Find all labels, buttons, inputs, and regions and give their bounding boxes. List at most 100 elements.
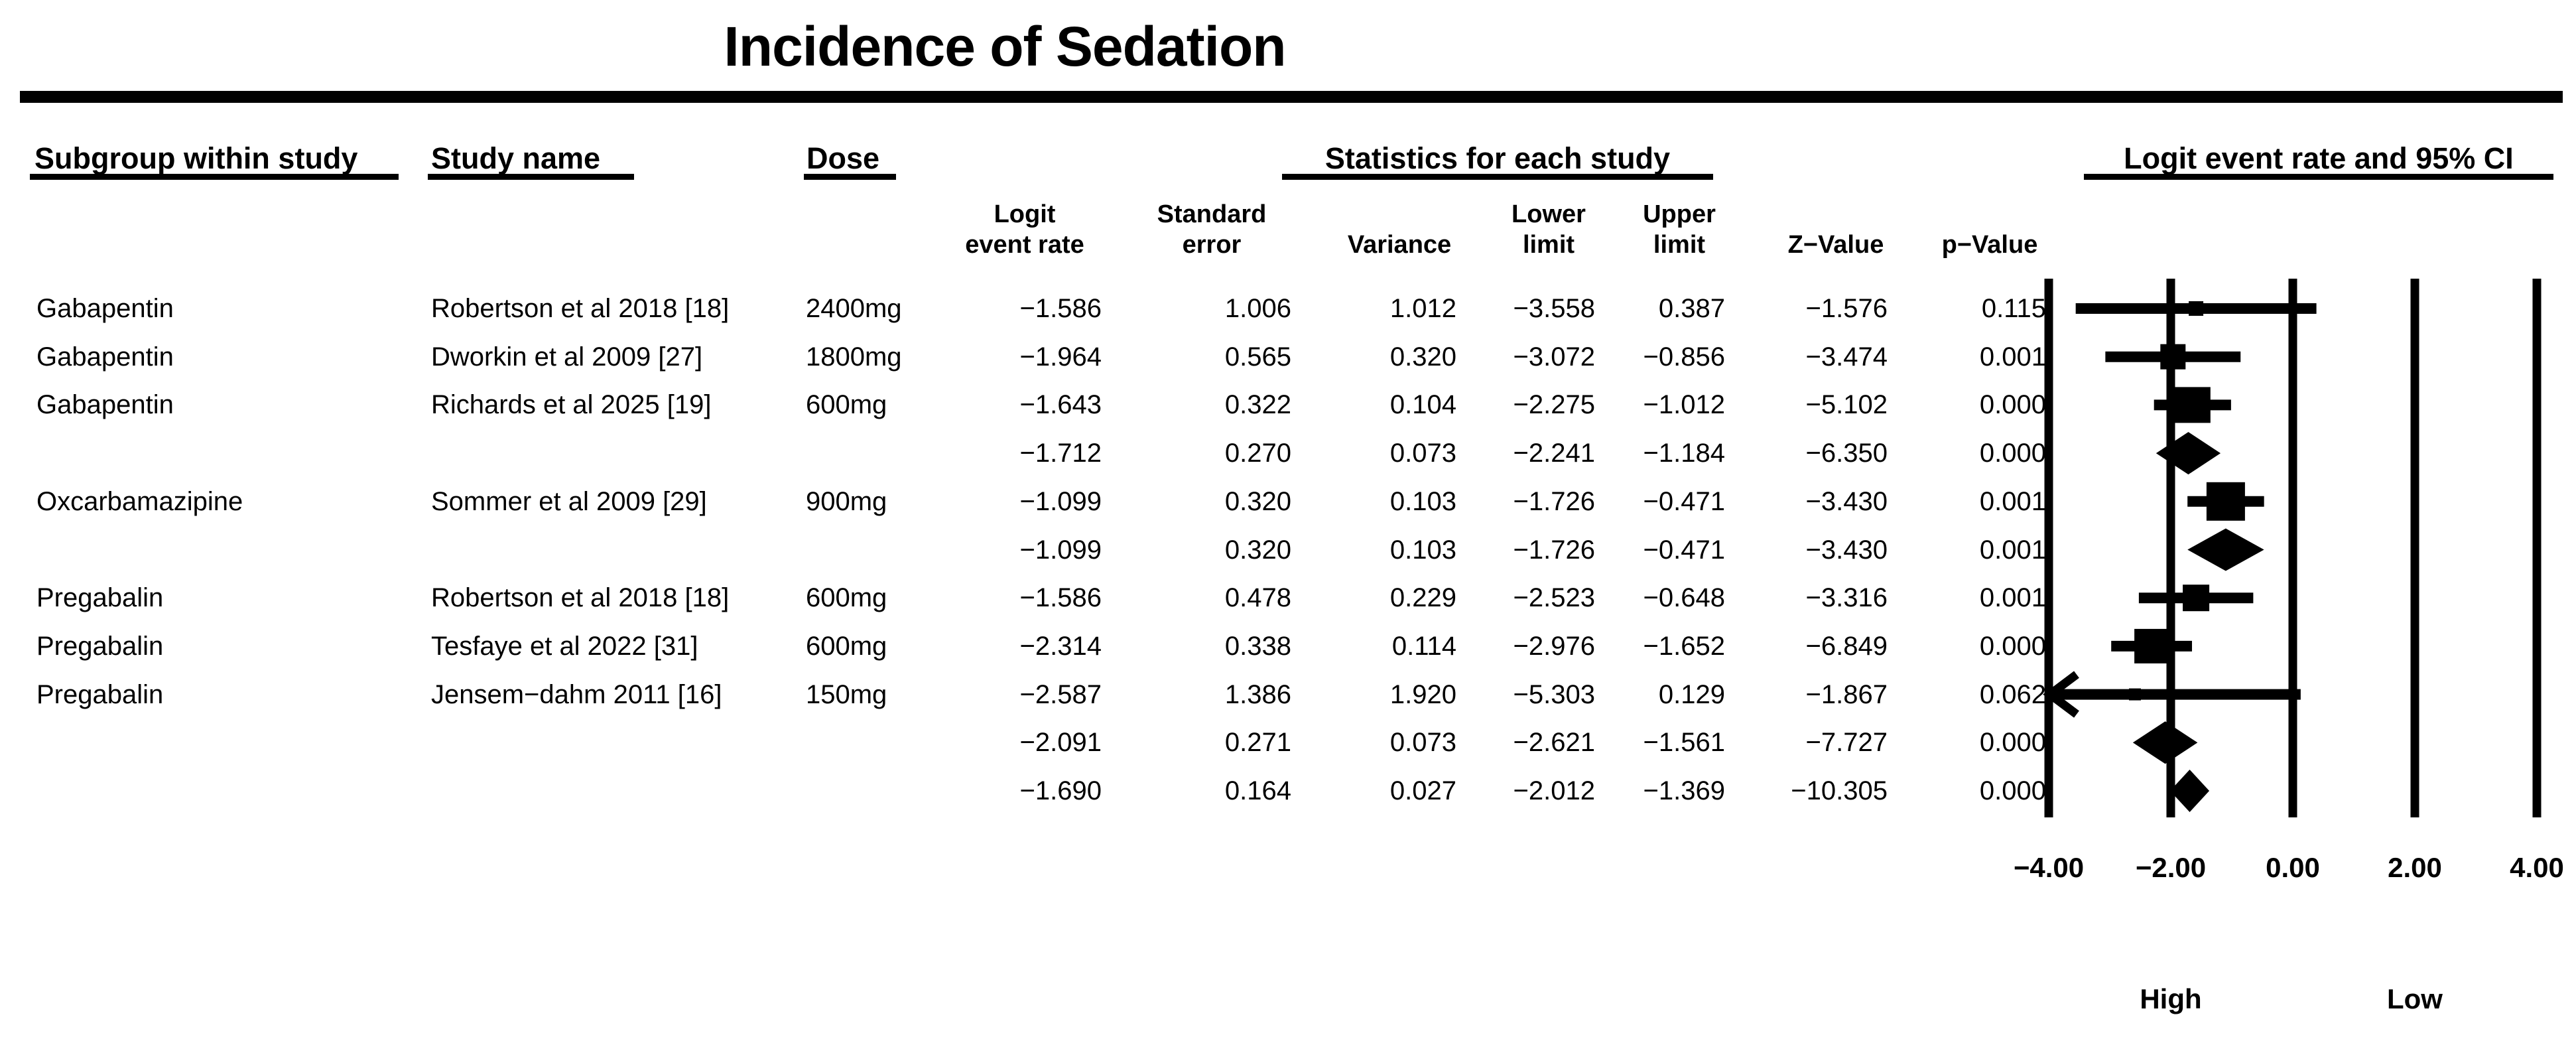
- underline-subgroup: [30, 174, 399, 180]
- stat-header-z-value: Z−Value: [1787, 231, 1884, 259]
- point-estimate-square: [2183, 585, 2210, 612]
- cell-variance: 0.103: [1389, 535, 1456, 565]
- cell-p-value: 0.001: [1979, 535, 2046, 565]
- cell-study-name: Dworkin et al 2009 [27]: [431, 342, 703, 372]
- summary-diamond: [2187, 528, 2264, 571]
- cell-logit-event-rate: −1.643: [1019, 390, 1102, 420]
- cell-z-value: −1.576: [1805, 294, 1888, 323]
- cell-p-value: 0.000: [1979, 390, 2046, 420]
- column-header-statistics: Statistics for each study: [1324, 141, 1671, 175]
- cell-logit-event-rate: −1.964: [1019, 342, 1102, 372]
- cell-upper-limit: −1.184: [1643, 439, 1725, 468]
- ci-clip-arrow-icon: [2043, 671, 2079, 718]
- summary-diamond: [2156, 432, 2221, 475]
- cell-upper-limit: −1.561: [1643, 728, 1725, 758]
- cell-standard-error: 1.386: [1224, 679, 1291, 709]
- column-header-study: Study name: [431, 141, 601, 175]
- cell-logit-event-rate: −1.690: [1019, 776, 1102, 805]
- point-estimate-square: [2206, 482, 2245, 521]
- cell-subgroup: Oxcarbamazipine: [36, 486, 243, 516]
- point-estimate-square: [2189, 301, 2204, 316]
- cell-p-value: 0.001: [1979, 486, 2046, 516]
- cell-upper-limit: 0.129: [1658, 679, 1725, 709]
- cell-standard-error: 0.320: [1224, 535, 1291, 565]
- cell-variance: 0.027: [1389, 776, 1456, 805]
- cell-study-name: Richards et al 2025 [19]: [431, 390, 712, 420]
- cell-dose: 600mg: [806, 583, 887, 613]
- cell-variance: 1.920: [1389, 679, 1456, 709]
- stat-header-p-value: p−Value: [1941, 231, 2038, 259]
- cell-z-value: −6.849: [1805, 631, 1888, 661]
- axis-label-high: High: [2140, 983, 2201, 1014]
- cell-logit-event-rate: −1.712: [1019, 439, 1102, 468]
- point-estimate-square: [2134, 628, 2169, 663]
- summary-diamond: [2169, 770, 2210, 812]
- cell-dose: 600mg: [806, 631, 887, 661]
- cell-z-value: −5.102: [1805, 390, 1888, 420]
- cell-upper-limit: −0.648: [1643, 583, 1725, 613]
- cell-variance: 0.320: [1389, 342, 1456, 372]
- cell-study-name: Tesfaye et al 2022 [31]: [431, 631, 698, 661]
- cell-variance: 0.073: [1389, 728, 1456, 758]
- cell-p-value: 0.000: [1979, 776, 2046, 805]
- cell-subgroup: Pregabalin: [36, 679, 164, 709]
- cell-subgroup: Gabapentin: [36, 294, 174, 323]
- cell-lower-limit: −5.303: [1513, 679, 1595, 709]
- page-title: Incidence of Sedation: [724, 15, 1286, 78]
- axis-tick-label: 0.00: [2266, 852, 2320, 883]
- cell-standard-error: 0.320: [1224, 486, 1291, 516]
- cell-standard-error: 0.565: [1224, 342, 1291, 372]
- cell-lower-limit: −2.241: [1513, 439, 1595, 468]
- cell-standard-error: 0.271: [1224, 728, 1291, 758]
- cell-variance: 0.073: [1389, 439, 1456, 468]
- cell-upper-limit: −1.369: [1643, 776, 1725, 805]
- cell-standard-error: 0.270: [1224, 439, 1291, 468]
- cell-z-value: −3.430: [1805, 535, 1888, 565]
- cell-study-name: Robertson et al 2018 [18]: [431, 294, 730, 323]
- underline-ci-plot: [2084, 174, 2553, 180]
- cell-z-value: −3.316: [1805, 583, 1888, 613]
- cell-lower-limit: −2.523: [1513, 583, 1595, 613]
- stat-header-logit-event-rate: Logit event rate: [965, 200, 1084, 259]
- cell-variance: 0.114: [1391, 631, 1456, 661]
- cell-logit-event-rate: −1.099: [1019, 535, 1102, 565]
- cell-standard-error: 0.478: [1224, 583, 1291, 613]
- cell-study-name: Robertson et al 2018 [18]: [431, 583, 730, 613]
- cell-p-value: 0.115: [1981, 294, 2046, 323]
- cell-dose: 1800mg: [806, 342, 902, 372]
- cell-upper-limit: −0.856: [1643, 342, 1725, 372]
- cell-z-value: −10.305: [1791, 776, 1888, 805]
- cell-p-value: 0.001: [1979, 342, 2046, 372]
- cell-upper-limit: −0.471: [1643, 486, 1725, 516]
- cell-upper-limit: −0.471: [1643, 535, 1725, 565]
- cell-variance: 1.012: [1389, 294, 1456, 323]
- cell-z-value: −7.727: [1805, 728, 1888, 758]
- cell-subgroup: Pregabalin: [36, 631, 164, 661]
- cell-dose: 2400mg: [806, 294, 902, 323]
- cell-study-name: Sommer et al 2009 [29]: [431, 486, 707, 516]
- underline-statistics: [1282, 174, 1713, 180]
- cell-lower-limit: −2.976: [1513, 631, 1595, 661]
- cell-z-value: −3.430: [1805, 486, 1888, 516]
- cell-logit-event-rate: −1.099: [1019, 486, 1102, 516]
- cell-subgroup: Gabapentin: [36, 342, 174, 372]
- axis-tick-label: −4.00: [2014, 852, 2084, 883]
- cell-p-value: 0.000: [1979, 728, 2046, 758]
- cell-dose: 900mg: [806, 486, 887, 516]
- axis-tick-label: 2.00: [2388, 852, 2442, 883]
- cell-dose: 600mg: [806, 390, 887, 420]
- column-header-subgroup: Subgroup within study: [34, 141, 358, 175]
- cell-standard-error: 0.338: [1224, 631, 1291, 661]
- point-estimate-square: [2128, 688, 2141, 701]
- cell-logit-event-rate: −2.314: [1019, 631, 1102, 661]
- summary-diamond: [2132, 721, 2198, 764]
- cell-p-value: 0.062: [1979, 679, 2046, 709]
- cell-lower-limit: −3.558: [1513, 294, 1595, 323]
- stat-header-upper-limit: Upper limit: [1643, 200, 1716, 259]
- cell-lower-limit: −2.275: [1513, 390, 1595, 420]
- cell-z-value: −1.867: [1805, 679, 1888, 709]
- stat-header-standard-error: Standard error: [1157, 200, 1267, 259]
- underline-study: [428, 174, 634, 180]
- stat-header-variance: Variance: [1347, 231, 1452, 259]
